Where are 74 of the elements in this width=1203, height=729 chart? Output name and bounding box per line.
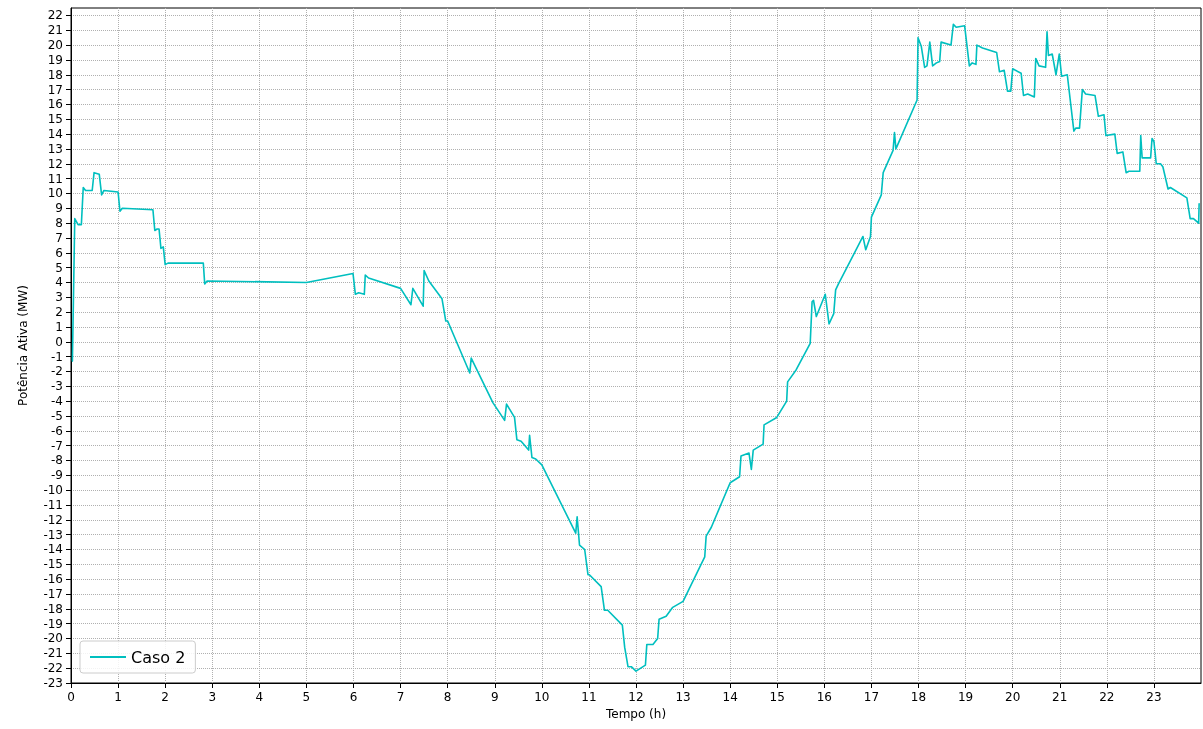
y-tick-label: 0 [55,334,63,349]
y-tick-label: 9 [55,201,63,216]
x-tick-label: 2 [161,690,169,704]
x-tick-label: 23 [1146,690,1162,704]
y-tick-label: -7 [51,438,63,453]
x-tick-label: 14 [722,690,738,704]
y-tick-label: 19 [47,52,63,67]
y-tick-label: -21 [43,646,63,661]
x-tick-label: 11 [581,690,597,704]
y-tick-label: -12 [43,512,63,527]
x-tick-label: 18 [910,690,927,704]
y-tick-label: 5 [55,260,63,275]
y-tick-label: 7 [55,230,63,245]
y-tick-label: -14 [43,542,63,557]
y-tick-label: 11 [47,171,63,186]
x-tick-label: 15 [769,690,785,704]
x-tick-label: 12 [628,690,644,704]
y-tick-label: 1 [55,319,63,334]
y-tick-label: -15 [43,557,63,572]
y-tick-label: 6 [55,245,63,260]
x-tick-label: 9 [490,690,499,704]
y-tick-label: -17 [43,586,63,601]
y-axis-title: Potência Ativa (MW) [16,285,30,406]
y-tick-label: 20 [47,38,63,53]
x-tick-label: 6 [349,690,358,704]
y-tick-label: 4 [55,275,63,290]
legend-label: Caso 2 [131,647,186,667]
line-series [71,23,1200,672]
x-tick-label: 3 [208,690,217,704]
y-tick-label: -23 [43,676,63,690]
x-tick-label: 19 [957,690,974,704]
y-tick-label: -1 [51,349,63,364]
y-tick-label: -4 [51,394,63,409]
y-tick-label: 13 [47,141,63,156]
y-tick-label: -2 [51,364,63,379]
x-tick-label: 10 [534,690,550,704]
y-tick-label: 16 [47,97,63,112]
y-tick-label: -11 [43,497,63,512]
y-tick-label: -5 [51,408,63,423]
x-tick-label: 22 [1099,690,1115,704]
x-tick-label: 21 [1052,690,1068,704]
x-tick-label: 16 [816,690,832,704]
x-tick-label: 8 [443,690,452,704]
y-tick-label: -16 [43,572,63,587]
y-tick-label: 3 [55,290,63,305]
x-axis-title: Tempo (h) [604,706,667,721]
y-tick-label: 8 [55,216,63,231]
y-tick-label: -3 [51,379,63,394]
x-tick-label: 7 [396,690,405,704]
y-tick-label: -22 [43,661,63,676]
y-tick-label: 17 [47,82,63,97]
x-tick-label: 5 [302,690,311,704]
y-tick-label: 12 [47,156,63,171]
y-tick-label: -8 [51,453,63,468]
y-tick-label: -9 [51,468,63,483]
x-tick-label: 13 [675,690,691,704]
x-tick-label: 4 [255,690,264,704]
y-tick-label: 18 [47,67,63,82]
x-tick-label: 20 [1005,690,1021,704]
y-tick-label: 2 [55,305,63,320]
y-tick-label: 14 [47,127,63,142]
y-tick-label: 15 [47,112,63,127]
y-tick-label: -20 [43,631,63,646]
y-tick-label: -18 [43,601,63,616]
y-tick-label: -13 [43,527,63,542]
y-tick-label: -19 [43,616,63,631]
y-tick-label: -6 [51,423,63,438]
x-tick-label: 1 [114,690,122,704]
y-tick-label: 10 [47,186,63,201]
y-tick-label: -10 [43,483,63,498]
x-tick-label: 0 [67,690,75,704]
y-tick-label: 22 [47,8,63,23]
y-tick-label: 21 [47,23,63,38]
x-tick-label: 17 [863,690,880,704]
